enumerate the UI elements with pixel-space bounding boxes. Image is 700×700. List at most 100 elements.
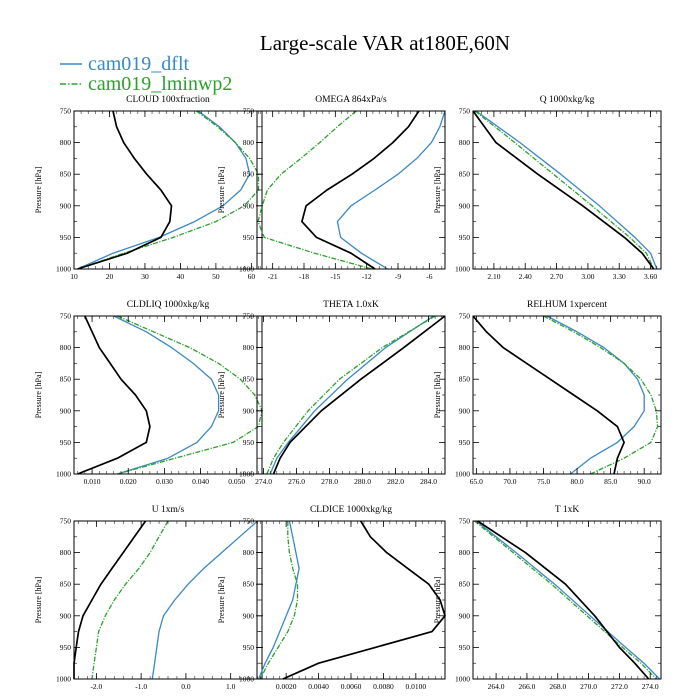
panel-title: CLOUD 100xfraction	[126, 94, 210, 105]
y-tick-label: 900	[243, 611, 255, 620]
x-tick-label: 90.0	[638, 477, 651, 486]
y-tick-label: 850	[459, 580, 471, 589]
y-tick-label: 950	[459, 643, 471, 652]
panel-title: U 1xm/s	[152, 505, 185, 515]
panel-7: U 1xm/s Pressure [hPa] 750 800 850 900 950 1000…	[34, 505, 263, 691]
x-tick-label: 30	[141, 272, 149, 281]
series-line-2	[117, 315, 263, 475]
x-tick-label: 270.0	[580, 682, 597, 691]
y-tick-label: 800	[60, 138, 72, 147]
y-tick-label: 1000	[56, 675, 71, 684]
plot-frame	[73, 110, 263, 270]
x-tick-label: 282.0	[387, 477, 404, 486]
y-tick-label: 750	[243, 517, 255, 526]
x-tick-label: 70.0	[503, 477, 516, 486]
y-tick-label: 750	[60, 107, 72, 116]
panel-4: CLDLIQ 1000xkg/kg Pressure [hPa] 750 800 850…	[34, 300, 263, 486]
x-tick-label: 272.0	[611, 682, 628, 691]
y-tick-label: 950	[243, 233, 255, 242]
y-tick-label: 1000	[56, 265, 71, 274]
x-tick-label: -2.0	[90, 682, 102, 691]
series-line-3	[77, 110, 173, 270]
x-tick-label: 0.0040	[308, 682, 329, 691]
plot-frame	[472, 520, 662, 680]
x-tick-label: 274.0	[255, 477, 272, 486]
x-tick-label: -18	[299, 272, 309, 281]
x-tick-label: 3.60	[644, 272, 657, 281]
x-tick-label: 0.0100	[406, 682, 427, 691]
plot-frame	[256, 520, 446, 680]
series-line-1	[475, 110, 658, 270]
panel-5: THETA 1.0xK Pressure [hPa] 750 800 850 900 950…	[217, 300, 446, 486]
y-tick-label: 850	[243, 170, 255, 179]
y-tick-label: 750	[243, 312, 255, 321]
y-tick-label: 900	[243, 406, 255, 415]
panels: CLOUD 100xfraction Pressure [hPa] 750 800 85…	[34, 94, 662, 691]
x-tick-label: 0.010	[84, 477, 101, 486]
series-line-3	[301, 110, 420, 270]
series-line-1	[546, 315, 645, 475]
legend: cam019_dflt cam019_lminwp2	[60, 53, 232, 95]
panel-title: CLDLIQ 1000xkg/kg	[127, 300, 210, 310]
x-tick-label: 65.0	[470, 477, 483, 486]
series-line-2	[474, 110, 655, 270]
panel-title: CLDICE 1000xkg/kg	[310, 505, 392, 515]
y-axis-label: Pressure [hPa]	[433, 371, 442, 418]
y-tick-label: 800	[243, 548, 255, 557]
series-line-2	[543, 315, 659, 475]
y-tick-label: 750	[60, 312, 72, 321]
panel-6: RELHUM 1xpercent Pressure [hPa] 750 800 850 9…	[433, 300, 662, 486]
y-axis-label: Pressure [hPa]	[34, 166, 43, 213]
y-tick-label: 1000	[239, 265, 254, 274]
x-tick-label: 2.10	[487, 272, 500, 281]
x-tick-label: -15	[330, 272, 340, 281]
y-tick-label: 900	[459, 406, 471, 415]
x-tick-label: 50	[212, 272, 220, 281]
y-tick-label: 850	[459, 170, 471, 179]
panel-3: Q 1000xkg/kg Pressure [hPa] 750 800 850 900 95…	[433, 95, 662, 281]
x-tick-label: 0.0020	[276, 682, 297, 691]
y-tick-label: 1000	[239, 675, 254, 684]
y-tick-label: 1000	[455, 675, 470, 684]
y-tick-label: 900	[459, 611, 471, 620]
series-line-3	[472, 315, 625, 475]
y-tick-label: 900	[60, 406, 72, 415]
y-tick-label: 800	[60, 343, 72, 352]
y-tick-label: 900	[243, 201, 255, 210]
x-tick-label: 75.0	[537, 477, 550, 486]
x-tick-label: 2.70	[550, 272, 563, 281]
plot-frame	[472, 315, 662, 475]
series-line-2	[259, 521, 299, 680]
series-line-3	[272, 315, 446, 475]
y-tick-label: 1000	[455, 265, 470, 274]
x-tick-label: 264.0	[488, 682, 505, 691]
y-tick-label: 750	[459, 107, 471, 116]
x-tick-label: 0.0060	[341, 682, 362, 691]
x-tick-label: 40	[177, 272, 185, 281]
y-axis-label: Pressure [hPa]	[217, 576, 226, 623]
y-axis-label: Pressure [hPa]	[433, 166, 442, 213]
x-tick-label: 1.0	[226, 682, 236, 691]
series-line-3	[477, 520, 650, 680]
y-tick-label: 950	[243, 643, 255, 652]
x-tick-label: 266.0	[518, 682, 535, 691]
x-tick-label: 20	[106, 272, 114, 281]
panel-title: Q 1000xkg/kg	[540, 95, 595, 105]
y-axis-label: Pressure [hPa]	[217, 166, 226, 213]
series-line-3	[472, 110, 655, 270]
y-tick-label: 1000	[56, 470, 71, 479]
x-tick-label: -12	[362, 272, 372, 281]
panel-title: T 1xK	[555, 505, 580, 515]
series-line-2	[266, 315, 436, 475]
x-tick-label: 2.40	[519, 272, 532, 281]
x-tick-label: -9	[395, 272, 401, 281]
y-tick-label: 900	[60, 201, 72, 210]
y-tick-label: 900	[459, 201, 471, 210]
y-tick-label: 950	[243, 438, 255, 447]
series-line-1	[336, 110, 446, 270]
y-tick-label: 800	[459, 548, 471, 557]
x-tick-label: 284.0	[420, 477, 437, 486]
y-tick-label: 750	[243, 107, 255, 116]
series-line-2	[257, 110, 373, 270]
